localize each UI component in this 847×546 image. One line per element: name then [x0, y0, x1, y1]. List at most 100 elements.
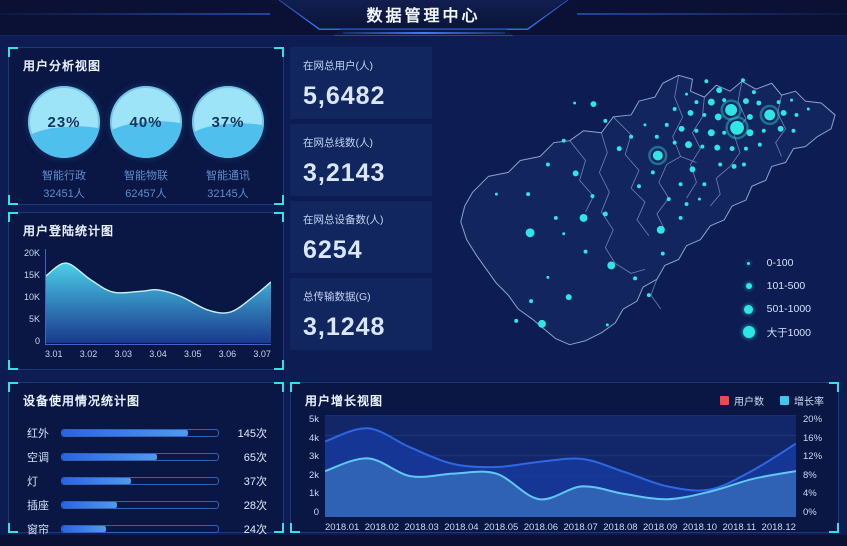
gauge-label: 智能行政: [42, 170, 86, 182]
device-value: 37次: [243, 476, 267, 488]
stat-card-total-users: 在网总用户(人) 5,6482: [290, 47, 432, 119]
stat-label: 在网总线数(人): [303, 137, 373, 149]
device-value: 65次: [243, 452, 267, 464]
device-label: 窗帘: [27, 524, 49, 536]
device-row: 灯 37次: [27, 469, 267, 493]
device-bar-track: [61, 525, 219, 533]
stat-card-total-data: 总传输数据(G) 3,1248: [290, 278, 432, 350]
liquid-gauge-comms: 37% 智能通讯 32145人: [187, 86, 269, 201]
device-bar-fill: [62, 502, 117, 508]
corner-bracket: [274, 360, 284, 370]
page-title: 数据管理中心: [366, 8, 481, 26]
device-label: 插座: [27, 500, 49, 512]
device-row: 窗帘 24次: [27, 517, 267, 541]
device-value: 28次: [243, 500, 267, 512]
map-canvas[interactable]: [437, 44, 843, 376]
stat-label: 在网总设备数(人): [303, 214, 384, 226]
device-bar-fill: [62, 478, 131, 484]
device-bar-chart: 红外 145次空调 65次灯 37次插座 28次窗帘 24次: [9, 413, 283, 541]
panel-login-stats: 用户登陆统计图 20K 15K 10K 5K 0 3.01 3.02 3.03 3.04 3.0…: [8, 212, 284, 370]
device-row: 插座 28次: [27, 493, 267, 517]
login-area-chart: 20K 15K 10K 5K 0 3.01 3.02 3.03 3.04 3.05 3.06 3.0…: [9, 243, 283, 359]
corner-bracket: [8, 47, 18, 57]
gauge-count: 32145人: [207, 188, 249, 200]
panel-device-usage: 设备使用情况统计图 红外 145次空调 65次灯 37次插座 28次窗帘 24次: [8, 382, 284, 536]
corner-bracket: [274, 523, 284, 533]
corner-bracket: [274, 212, 284, 222]
panel-user-analysis: 用户分析视图 23% 智能行政 32451人 40% 智能物联 62457人 3…: [8, 47, 284, 205]
map-legend: 0-100 101-500 501-1000 大于1000: [741, 256, 811, 339]
corner-bracket: [290, 382, 300, 392]
banner-underline-decor: [333, 29, 514, 36]
device-label: 空调: [27, 452, 49, 464]
liquid-circle: 40%: [110, 86, 182, 158]
map-legend-item-101-500[interactable]: 101-500: [741, 279, 811, 293]
header-decor-line-right: [577, 13, 847, 15]
legend-dot-icon: [744, 304, 754, 314]
corner-bracket: [8, 195, 18, 205]
gauge-percent: 37%: [211, 113, 245, 131]
header-decor-line-left: [0, 13, 270, 15]
header-bar: 数据管理中心: [0, 0, 847, 36]
stat-card-total-lines: 在网总线数(人) 3,2143: [290, 124, 432, 196]
corner-bracket: [829, 523, 839, 533]
stat-label: 总传输数据(G): [303, 291, 371, 303]
growth-legend: 用户数 增长率: [720, 393, 824, 408]
device-bar-track: [61, 501, 219, 509]
growth-y-axis-left: 5k 4k 3k 2k 1k 0: [308, 414, 319, 518]
growth-chart-canvas: [325, 415, 796, 517]
stat-value: 5,6482: [303, 82, 386, 110]
liquid-circle: 23%: [28, 86, 100, 158]
login-chart-canvas: [46, 262, 271, 343]
device-bar-fill: [62, 526, 106, 532]
corner-bracket: [290, 523, 300, 533]
liquid-circle: 37%: [192, 86, 264, 158]
panel-title-growth: 用户增长视图: [305, 394, 384, 408]
growth-x-axis: 2018.01 2018.02 2018.03 2018.04 2018.05 2018.…: [325, 522, 796, 533]
corner-bracket: [274, 195, 284, 205]
panel-title-login: 用户登陆统计图: [23, 224, 115, 238]
device-value: 145次: [237, 428, 267, 440]
gauge-percent: 23%: [47, 113, 81, 131]
device-row: 红外 145次: [27, 421, 267, 445]
corner-bracket: [274, 47, 284, 57]
liquid-gauge-iot: 40% 智能物联 62457人: [105, 86, 187, 201]
growth-y-axis-right: 20% 16% 12% 8% 4% 0%: [803, 414, 823, 518]
stat-value: 3,2143: [303, 159, 386, 187]
map-legend-item-501-1000[interactable]: 501-1000: [741, 302, 811, 316]
map-legend-item-gt-1000[interactable]: 大于1000: [741, 325, 811, 339]
corner-bracket: [829, 382, 839, 392]
stat-value: 6254: [303, 236, 363, 264]
legend-dot-icon: [745, 283, 752, 289]
corner-bracket: [8, 523, 18, 533]
login-x-axis: 3.01 3.02 3.03 3.04 3.05 3.06 3.07: [45, 349, 271, 359]
map-legend-item-0-100[interactable]: 0-100: [741, 256, 811, 270]
panel-user-growth: 用户增长视图 用户数 增长率 5k 4k 3k 2k 1k 0 2018.01 2018.0…: [290, 382, 839, 533]
device-row: 空调 65次: [27, 445, 267, 469]
device-label: 红外: [27, 428, 49, 440]
device-bar-track: [61, 453, 219, 461]
legend-dot-icon: [747, 261, 751, 265]
legend-swatch-icon: [780, 396, 789, 405]
stat-value: 3,1248: [303, 313, 386, 341]
footer-strip: [0, 535, 847, 546]
panel-title-user-analysis: 用户分析视图: [23, 59, 102, 73]
device-bar-fill: [62, 430, 189, 436]
login-y-axis: 20K 15K 10K 5K 0: [23, 248, 40, 346]
gauge-percent: 40%: [129, 113, 163, 131]
corner-bracket: [8, 212, 18, 222]
province-map: 0-100 101-500 501-1000 大于1000: [437, 44, 843, 378]
device-bar-track: [61, 477, 219, 485]
liquid-gauge-row: 23% 智能行政 32451人 40% 智能物联 62457人 37% 智能通讯…: [9, 78, 283, 201]
legend-item-users[interactable]: 用户数: [720, 393, 764, 408]
corner-bracket: [8, 360, 18, 370]
stat-card-column: 在网总用户(人) 5,6482 在网总线数(人) 3,2143 在网总设备数(人…: [290, 47, 432, 350]
device-value: 24次: [243, 524, 267, 536]
panel-title-device: 设备使用情况统计图: [23, 394, 141, 408]
legend-item-growth-rate[interactable]: 增长率: [780, 393, 824, 408]
legend-swatch-icon: [720, 396, 729, 405]
gauge-label: 智能通讯: [206, 170, 250, 182]
stat-card-total-devices: 在网总设备数(人) 6254: [290, 201, 432, 273]
device-label: 灯: [27, 476, 38, 488]
